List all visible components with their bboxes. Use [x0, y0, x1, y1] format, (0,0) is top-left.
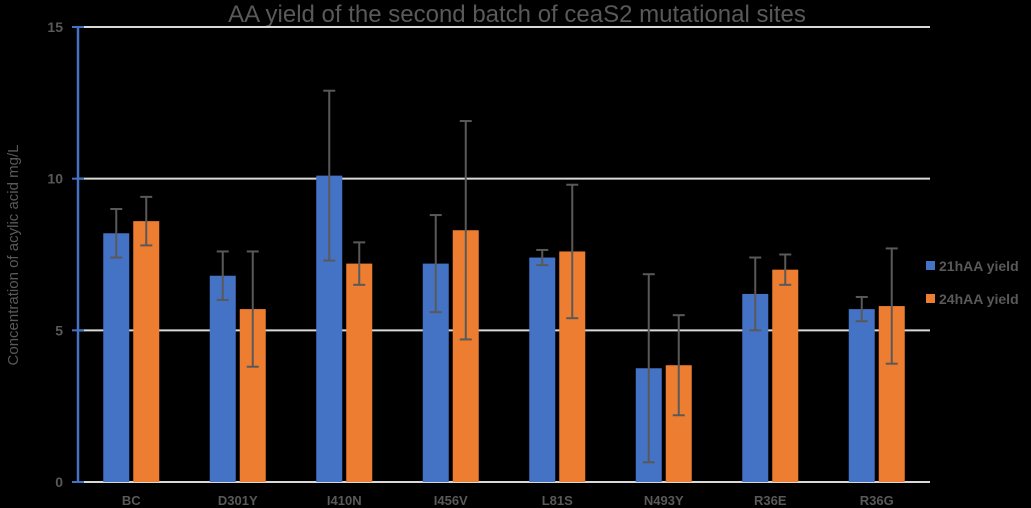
x-tick-label: D301Y	[218, 493, 258, 508]
bar-BC-0	[103, 233, 130, 482]
legend-swatch	[926, 294, 935, 303]
error-bars	[110, 89, 898, 464]
x-tick-label: I410N	[327, 493, 362, 508]
bars	[103, 175, 905, 482]
y-tick-label: 10	[47, 171, 63, 187]
y-tick-label: 0	[55, 474, 63, 490]
legend-label: 24hAA yield	[939, 291, 1019, 307]
y-axis-label-group: Concentration of acylic acid mg/L	[5, 145, 22, 366]
legend: 21hAA yield 24hAA yield	[926, 258, 1019, 307]
bar-R36G-0	[848, 309, 875, 482]
x-axis-labels: BC D301Y I410N I456V L81S N493Y R36E R36G	[122, 493, 894, 508]
bar-I410N-1	[346, 263, 373, 482]
x-tick-label: N493Y	[644, 493, 684, 508]
x-tick-label: BC	[122, 493, 141, 508]
y-axis-label: Concentration of acylic acid mg/L	[5, 145, 22, 366]
x-tick-label: L81S	[542, 493, 573, 508]
chart-title: AA yield of the second batch of ceaS2 mu…	[228, 1, 806, 28]
gridlines	[78, 26, 930, 483]
y-axis-ticks: 0 5 10 15	[47, 19, 84, 490]
x-tick-label: R36G	[860, 493, 894, 508]
bar-BC-1	[133, 221, 160, 482]
y-tick-label: 5	[55, 322, 63, 338]
x-tick-label: R36E	[754, 493, 787, 508]
legend-label: 21hAA yield	[939, 258, 1019, 274]
legend-swatch	[926, 261, 935, 270]
bar-L81S-0	[529, 257, 556, 482]
y-tick-label: 15	[47, 19, 63, 35]
bar-R36E-1	[772, 269, 799, 482]
bar-D301Y-0	[209, 275, 236, 482]
x-tick-label: I456V	[434, 493, 468, 508]
